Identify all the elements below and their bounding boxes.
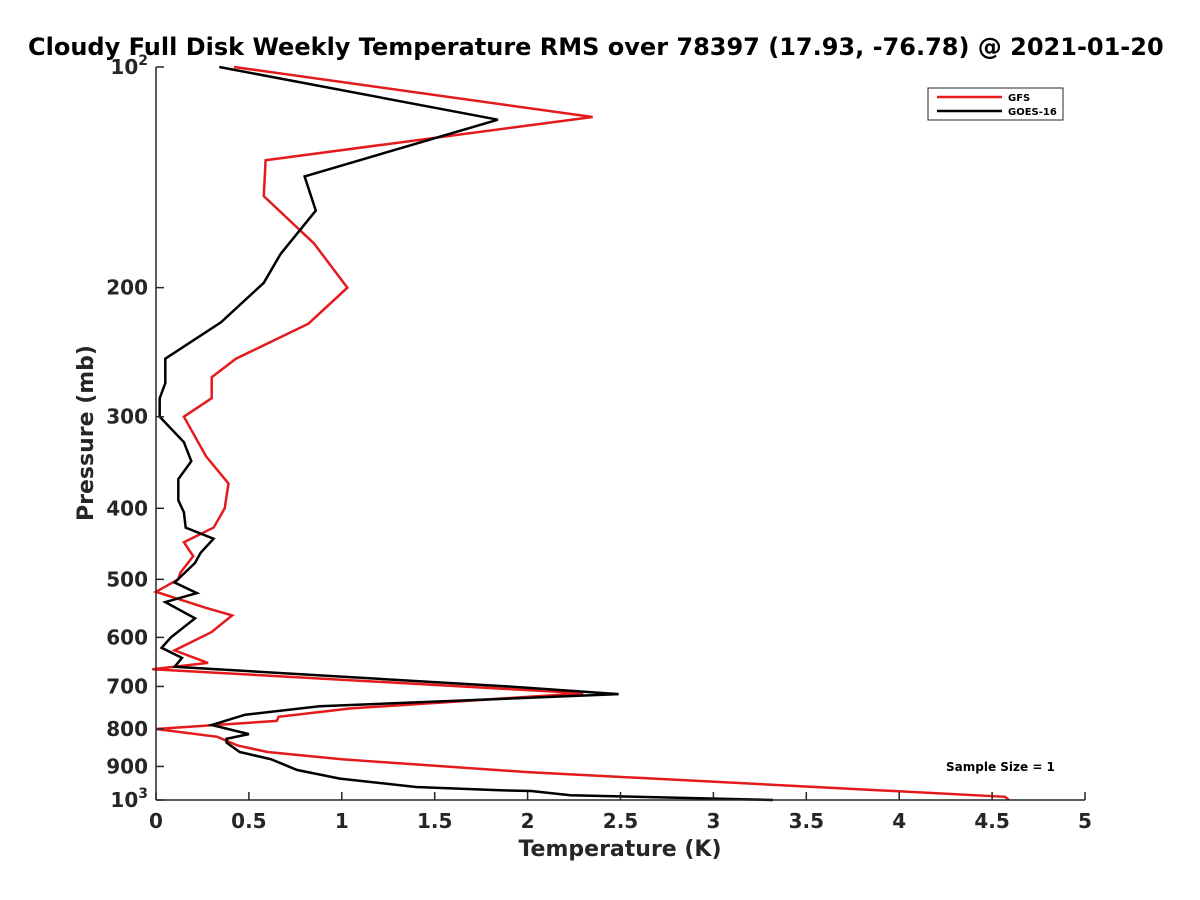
sample-size-annotation: Sample Size = 1 [946, 760, 1055, 774]
legend: GFS GOES-16 [927, 87, 1064, 121]
x-tick-label: 0 [149, 809, 163, 833]
legend-label-goes-16: GOES-16 [1008, 107, 1057, 118]
y-axis-label: Pressure (mb) [74, 345, 99, 521]
y-tick-label: 800 [106, 717, 148, 741]
plot-area [156, 67, 1085, 800]
legend-label-gfs: GFS [1008, 93, 1030, 104]
series-line-gfs [152, 65, 1010, 801]
x-tick-label: 0.5 [231, 809, 266, 833]
x-axis-label: Temperature (K) [518, 837, 721, 862]
x-tick-label: 2 [521, 809, 535, 833]
x-axis-ticks: 0 0.5 1 1.5 2 2.5 3 3.5 4 4.5 5 [149, 792, 1092, 833]
series-layer [152, 65, 1010, 802]
x-tick-label: 1.5 [417, 809, 452, 833]
x-tick-label: 4 [892, 809, 906, 833]
y-tick-label: 300 [106, 405, 148, 429]
x-tick-label: 4.5 [974, 809, 1009, 833]
y-tick-label: 600 [106, 625, 148, 649]
x-tick-label: 1 [335, 809, 349, 833]
y-tick-label: 700 [106, 674, 148, 698]
x-tick-label: 3 [706, 809, 720, 833]
x-tick-label: 2.5 [603, 809, 638, 833]
series-line-goes-16 [158, 65, 773, 802]
y-tick-label: 400 [106, 496, 148, 520]
y-tick-label: 200 [106, 276, 148, 300]
x-tick-label: 5 [1078, 809, 1092, 833]
y-tick-label: 500 [106, 567, 148, 591]
y-tick-label: 900 [106, 754, 148, 778]
legend-box [927, 87, 1064, 121]
x-tick-label: 3.5 [789, 809, 824, 833]
chart-title: Cloudy Full Disk Weekly Temperature RMS … [28, 33, 1164, 61]
